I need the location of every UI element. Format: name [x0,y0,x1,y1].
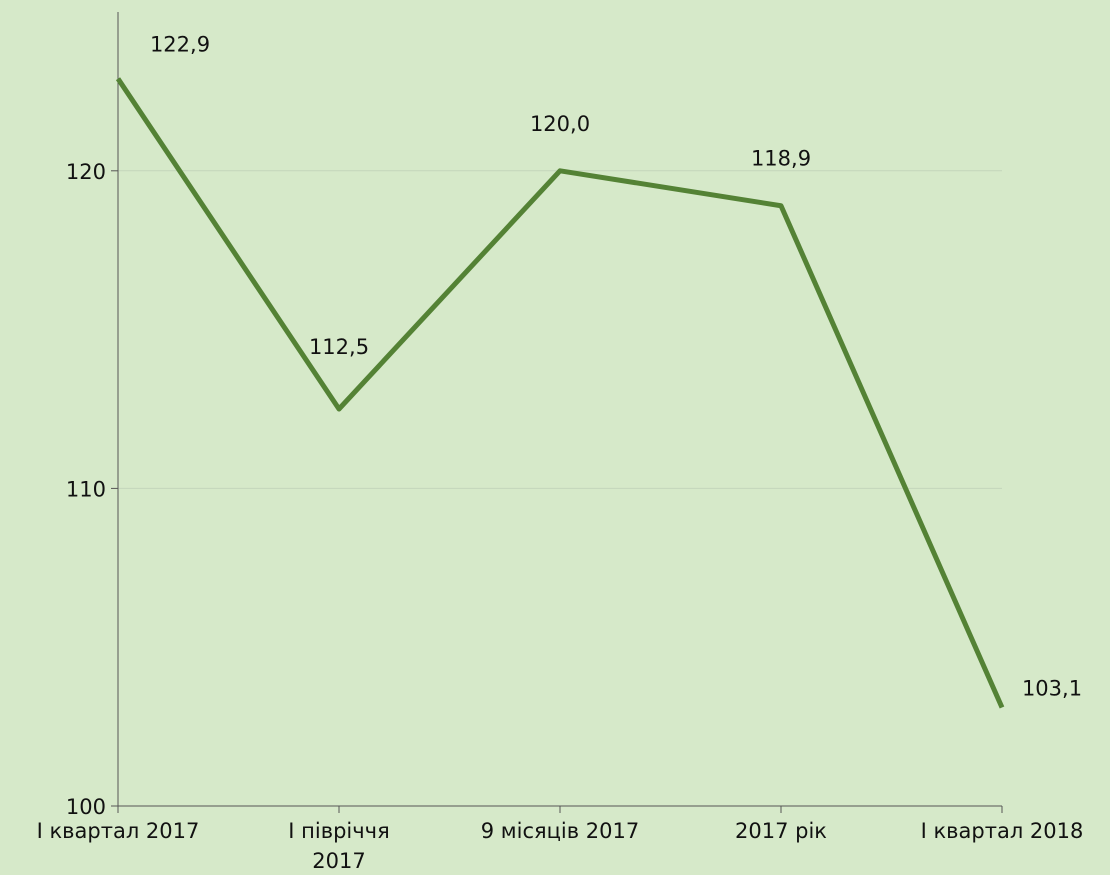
data-label: 118,9 [751,147,811,171]
data-label: 103,1 [1022,677,1082,701]
x-tick-label: 2017 рік [735,819,827,843]
x-tick-label: I квартал 2017 [37,819,200,843]
data-line [115,77,1005,709]
x-tick-label: 9 місяців 2017 [481,819,640,843]
data-label: 120,0 [530,112,590,136]
x-tick-label: I квартал 2018 [921,819,1084,843]
data-label: 122,9 [150,33,210,57]
y-tick-label: 110 [66,477,106,501]
y-tick-label: 120 [66,160,106,184]
data-label: 112,5 [309,335,369,359]
x-tick-label: I півріччя 2017 [288,819,389,873]
y-tick-label: 100 [66,795,106,819]
